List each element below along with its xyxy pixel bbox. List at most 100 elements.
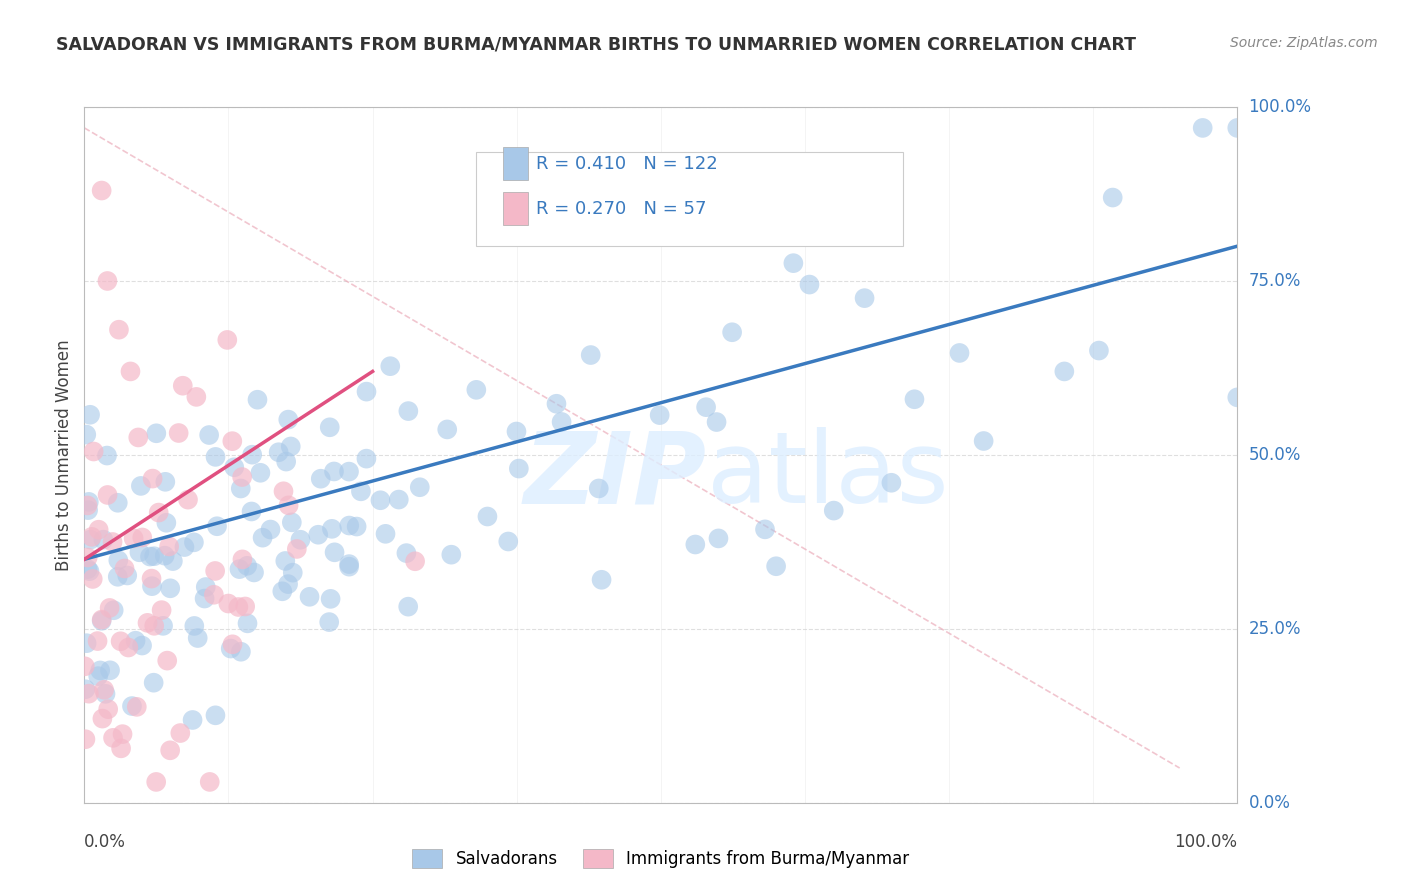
Point	[101, 731, 124, 745]
Point	[198, 775, 221, 789]
Point	[823, 503, 845, 517]
Point	[98, 663, 121, 677]
Point	[77, 495, 100, 509]
Point	[505, 425, 527, 439]
Point	[508, 461, 530, 475]
Point	[204, 708, 226, 723]
Point	[1226, 390, 1249, 404]
Y-axis label: Births to Unmarried Women: Births to Unmarried Women	[55, 339, 73, 571]
Point	[782, 256, 804, 270]
Point	[169, 726, 191, 740]
Point	[115, 568, 138, 582]
Point	[309, 472, 332, 486]
Point	[231, 470, 253, 484]
Point	[152, 619, 174, 633]
Point	[346, 519, 368, 533]
Point	[91, 712, 114, 726]
Point	[404, 554, 426, 568]
Point	[591, 573, 613, 587]
Point	[290, 533, 312, 547]
Point	[141, 572, 163, 586]
Point	[202, 588, 225, 602]
Point	[157, 540, 180, 554]
Point	[224, 460, 246, 475]
Point	[409, 480, 432, 494]
Point	[107, 496, 129, 510]
Point	[150, 603, 173, 617]
Point	[252, 531, 274, 545]
Point	[75, 682, 97, 697]
Point	[93, 533, 115, 547]
Point	[89, 664, 111, 678]
Point	[588, 482, 610, 496]
Point	[880, 475, 903, 490]
Text: R = 0.270   N = 57: R = 0.270 N = 57	[536, 201, 707, 219]
Point	[695, 400, 717, 414]
Point	[277, 412, 299, 426]
Point	[110, 634, 132, 648]
Point	[685, 537, 707, 551]
Point	[221, 434, 243, 449]
Point	[298, 590, 321, 604]
Text: SALVADORAN VS IMMIGRANTS FROM BURMA/MYANMAR BIRTHS TO UNMARRIED WOMEN CORRELATIO: SALVADORAN VS IMMIGRANTS FROM BURMA/MYAN…	[56, 36, 1136, 54]
Point	[337, 559, 360, 574]
Point	[380, 359, 402, 374]
Point	[76, 550, 98, 565]
Point	[90, 614, 112, 628]
Point	[87, 669, 110, 683]
Point	[75, 732, 97, 747]
Point	[142, 472, 165, 486]
Point	[136, 615, 159, 630]
Point	[440, 548, 463, 562]
Point	[276, 454, 298, 468]
Point	[143, 549, 166, 564]
Point	[356, 384, 378, 399]
Point	[903, 392, 925, 407]
Point	[186, 390, 208, 404]
Point	[271, 584, 294, 599]
Point	[117, 640, 139, 655]
Point	[277, 499, 299, 513]
Point	[240, 504, 263, 518]
Point	[128, 545, 150, 559]
Point	[155, 516, 177, 530]
Point	[90, 184, 112, 198]
Text: 100.0%: 100.0%	[1174, 833, 1237, 851]
Point	[799, 277, 821, 292]
Point	[853, 291, 876, 305]
Text: 0.0%: 0.0%	[84, 833, 127, 851]
Text: ZIP: ZIP	[524, 427, 707, 524]
Point	[1053, 364, 1076, 378]
Point	[107, 553, 129, 567]
Point	[323, 465, 346, 479]
Point	[948, 346, 970, 360]
Point	[395, 546, 418, 560]
Point	[370, 493, 392, 508]
Point	[159, 582, 181, 596]
Text: 0.0%: 0.0%	[1249, 794, 1291, 812]
Point	[228, 562, 250, 576]
Point	[155, 475, 177, 489]
Point	[87, 523, 110, 537]
Point	[205, 519, 228, 533]
Point	[121, 699, 143, 714]
Point	[167, 425, 190, 440]
Point	[1226, 120, 1249, 135]
Point	[337, 465, 360, 479]
Point	[374, 526, 396, 541]
FancyBboxPatch shape	[477, 153, 903, 246]
Point	[90, 613, 112, 627]
Point	[177, 492, 200, 507]
Point	[204, 564, 226, 578]
Point	[198, 428, 221, 442]
Point	[243, 566, 266, 580]
Point	[111, 727, 134, 741]
Point	[267, 445, 290, 459]
Point	[323, 545, 346, 559]
Point	[96, 274, 118, 288]
Text: Source: ZipAtlas.com: Source: ZipAtlas.com	[1230, 36, 1378, 50]
Point	[396, 599, 419, 614]
Point	[101, 535, 124, 549]
Point	[183, 619, 205, 633]
Point	[76, 562, 98, 576]
